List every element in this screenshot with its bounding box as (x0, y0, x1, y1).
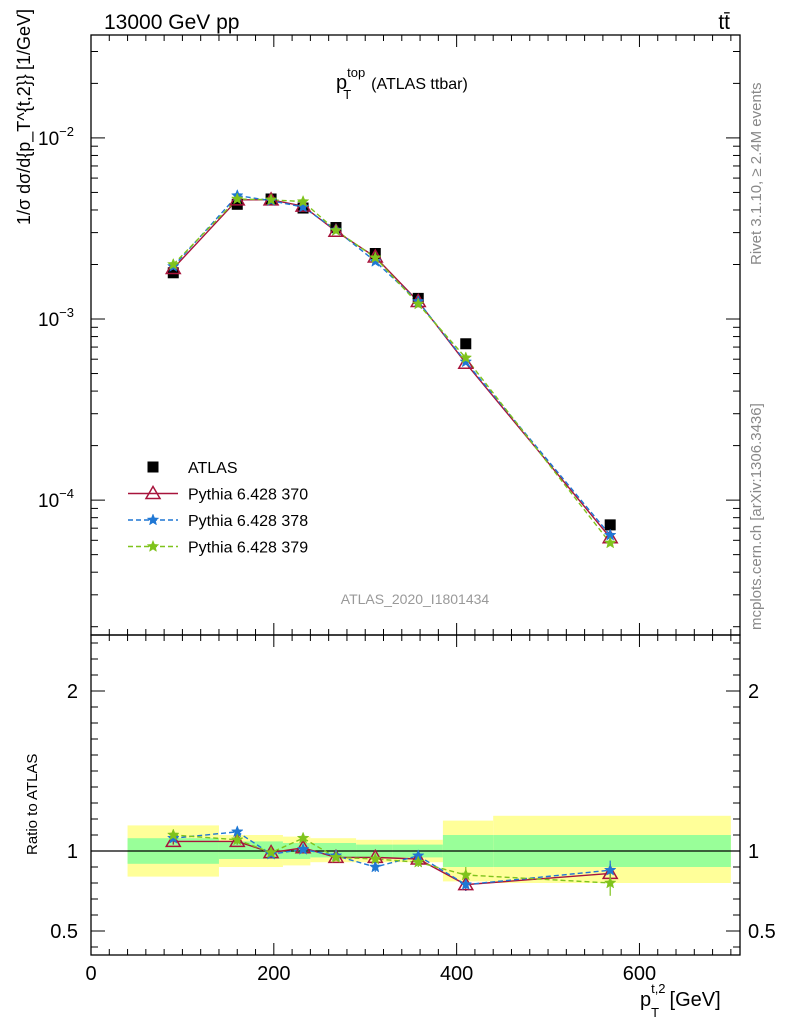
main-data-point (166, 257, 180, 270)
main-data-point (368, 251, 382, 264)
legend-marker (147, 461, 159, 473)
ratio-ylabel: Ratio to ATLAS (24, 754, 41, 855)
ratio-data-point (166, 828, 180, 841)
main-data-point (296, 194, 310, 207)
ratio-data-point (228, 832, 246, 848)
main-series-line (172, 194, 611, 536)
legend-label: Pythia 6.428 378 (188, 513, 308, 530)
x-tick-label: 0 (85, 963, 96, 985)
ratio-panel: 0 200 400 600 0.5 0.5 1 1 2 2 (50, 634, 776, 985)
ratio-data-point (459, 868, 473, 881)
ratio-series-line (173, 834, 611, 884)
main-ylabel-frac: 1/σ dσ/d{p_T^{t,2}} (14, 74, 35, 225)
x-tick-label: 600 (623, 963, 656, 985)
ratio-data-point (294, 839, 312, 854)
legend: ATLAS Pythia 6.428 370 Pythia 6.428 378 Pyt… (128, 460, 308, 557)
main-data-point (164, 260, 182, 275)
main-data-point (459, 355, 473, 368)
ratio-data-point (603, 876, 617, 889)
ratio-y-tick-label-right: 2 (748, 681, 759, 703)
analysis-label: ATLAS_2020_I1801434 (341, 591, 490, 607)
plot-title: ptop T(ATLAS ttbar) (336, 65, 468, 102)
main-data-point (411, 297, 425, 310)
ratio-data-point (411, 855, 425, 868)
main-panel: 10−2 10−3 10−4 (38, 34, 741, 955)
ratio-y-tick-label-right: 0.5 (748, 921, 776, 943)
ratio-data-point (603, 863, 617, 876)
ratio-data-point (264, 845, 278, 859)
y-tick-label: 10−4 (38, 486, 74, 512)
legend-label: Pythia 6.428 379 (188, 540, 308, 557)
legend-marker (146, 513, 160, 526)
rivet-label: Rivet 3.1.10, ≥ 2.4M events (748, 83, 765, 266)
ratio-data-point (459, 877, 473, 891)
ratio-data-point (230, 833, 244, 846)
main-ylabel-unit: [1/GeV] (14, 9, 34, 70)
ratio-data-point (329, 850, 343, 863)
main-data-point (604, 519, 616, 531)
legend-label: ATLAS (188, 460, 238, 477)
main-data-point (230, 192, 244, 205)
ratio-data-point (164, 832, 182, 848)
ratio-frame (90, 634, 741, 956)
ratio-data-point (368, 852, 382, 865)
legend-marker (146, 539, 160, 552)
process-label: tt̄ (718, 11, 730, 34)
ratio-data-point (296, 842, 310, 855)
y-tick-label: 10−3 (38, 305, 74, 331)
main-data-point (603, 536, 617, 549)
main-data-point (264, 193, 278, 206)
legend-label: Pythia 6.428 370 (188, 487, 308, 504)
main-ylabel: 1/σ dσ/d{p_T^{t,2}} [1/GeV] (14, 9, 35, 225)
ratio-data-point (368, 860, 382, 873)
ratio-y-tick-label: 0.5 (50, 921, 78, 943)
main-data-point (459, 351, 473, 364)
main-data-point (329, 223, 343, 236)
main-data-point (460, 338, 472, 350)
main-data-point (368, 254, 382, 267)
main-data-point (296, 200, 310, 213)
xlabel: pTt,2[GeV] (640, 981, 721, 1020)
energy-label: 13000 GeV pp (104, 11, 239, 34)
ratio-y-tick-label: 1 (67, 841, 78, 863)
x-tick-label: 400 (440, 963, 473, 985)
mcplots-label: mcplots.cern.ch [arXiv:1306.3436] (748, 403, 765, 630)
ratio-data-point (296, 831, 310, 844)
y-tick-label: 10−2 (38, 124, 74, 150)
x-tick-label: 200 (257, 963, 290, 985)
ratio-y-tick-label: 2 (67, 681, 78, 703)
legend-marker (144, 485, 162, 500)
ratio-y-tick-label-right: 1 (748, 841, 759, 863)
